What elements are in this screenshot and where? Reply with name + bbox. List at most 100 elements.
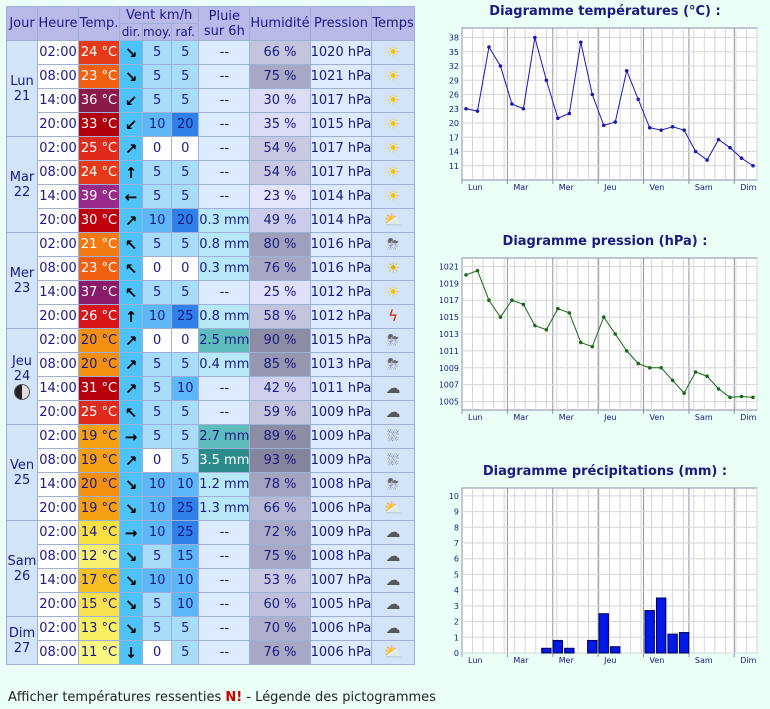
humidity-cell: 76 % — [249, 640, 311, 665]
data-point — [624, 68, 629, 73]
col-temp[interactable]: Temp. — [78, 6, 120, 41]
rain-cell: 0.3 mm — [198, 256, 251, 281]
col-pression[interactable]: Pression — [309, 6, 373, 41]
wind-gust-cell: 5 — [171, 352, 200, 377]
data-point — [659, 365, 663, 370]
y-tick-label: 29 — [449, 76, 459, 85]
wind-gust-cell: 20 — [171, 208, 200, 233]
y-tick-label: 2 — [454, 618, 459, 627]
table-row: 08:00 23 °C ↘ 5 5 -- 75 % 1021 hPa ☀ — [7, 64, 415, 89]
legend-link[interactable]: - Légende des pictogrammes — [242, 690, 436, 705]
pressure-cell: 1009 hPa — [309, 520, 373, 545]
table-row: 08:00 23 °C ↖ 0 0 0.3 mm 76 % 1016 hPa ☀ — [7, 256, 415, 281]
y-tick-label: 6 — [454, 555, 459, 564]
data-point — [624, 349, 629, 353]
data-point — [693, 149, 698, 154]
humidity-cell: 25 % — [249, 280, 311, 305]
x-tick-label: Sam — [695, 656, 713, 665]
col-jour[interactable]: Jour — [6, 6, 38, 41]
pressure-cell: 1016 hPa — [309, 256, 373, 281]
table-row: 20:00 33 °C ↙ 10 20 -- 35 % 1015 hPa ☀ — [7, 112, 415, 137]
rain-cell: -- — [198, 160, 251, 185]
pressure-cell: 1012 hPa — [309, 280, 373, 305]
table-row: Sam 26 02:00 14 °C → 10 25 -- 72 % 1009 hPa ☁ — [6, 520, 415, 617]
y-tick-label: 35 — [449, 48, 459, 57]
pressure-cell: 1006 hPa — [309, 496, 373, 521]
humidity-cell: 76 % — [249, 256, 311, 281]
wind-direction-icon: ↓ — [119, 640, 143, 665]
wind-gust-cell: 0 — [171, 328, 200, 353]
y-tick-label: 4 — [454, 586, 459, 595]
data-point — [544, 327, 549, 332]
cloud-icon: ☁ — [371, 520, 415, 545]
series-line — [465, 270, 754, 398]
wind-avg-cell: 10 — [141, 208, 173, 233]
temp-cell: 20 °C — [78, 472, 120, 497]
time-cell: 14:00 — [37, 280, 79, 305]
table-row: 08:00 12 °C ↘ 5 15 -- 75 % 1008 hPa ☁ — [7, 544, 415, 569]
y-tick-label: 9 — [454, 508, 459, 517]
y-tick-label: 10 — [449, 492, 459, 501]
data-point — [567, 111, 572, 116]
temp-cell: 21 °C — [78, 232, 120, 257]
sun-cloud-rain-icon: ⛅ — [371, 208, 415, 233]
pressure-cell: 1007 hPa — [309, 568, 373, 593]
wind-gust-cell: 20 — [171, 112, 200, 137]
x-tick-label: Mar — [513, 183, 529, 192]
pressure-chart-title: Diagramme pression (hPa) : — [502, 234, 708, 249]
wind-direction-icon: ↘ — [119, 544, 143, 569]
moon-phase-icon — [14, 383, 30, 400]
time-cell: 08:00 — [37, 256, 79, 281]
humidity-cell: 80 % — [249, 232, 311, 257]
col-temps[interactable]: Temps — [371, 6, 415, 41]
rain-bar — [610, 646, 621, 654]
day-cell: Mar 22 — [6, 136, 38, 233]
time-cell: 02:00 — [37, 616, 79, 641]
col-heure[interactable]: Heure — [37, 6, 79, 41]
rain-cell: -- — [198, 184, 251, 209]
wind-gust-cell: 5 — [171, 280, 200, 305]
temp-cell: 12 °C — [78, 544, 120, 569]
x-tick-label: Ven — [650, 183, 665, 192]
rain-cell: -- — [198, 40, 251, 65]
time-cell: 02:00 — [37, 40, 79, 65]
col-humidite[interactable]: Humidité — [249, 6, 311, 41]
x-tick-label: Mer — [559, 183, 575, 192]
table-row: 20:00 30 °C ↗ 10 20 0.3 mm 49 % 1014 hPa ⛅ — [7, 208, 415, 233]
temp-cell: 19 °C — [78, 424, 120, 449]
data-point — [670, 125, 675, 129]
humidity-cell: 70 % — [249, 616, 311, 641]
pressure-cell: 1021 hPa — [309, 64, 373, 89]
data-point — [498, 315, 503, 319]
rain-cell: -- — [198, 568, 251, 593]
col-vent[interactable]: Vent km/h — [118, 6, 200, 24]
rain-cell: -- — [198, 136, 251, 161]
col-pluie[interactable]: Pluie sur 6h — [198, 6, 251, 41]
wind-direction-icon: ↑ — [119, 304, 143, 329]
pressure-cell: 1009 hPa — [309, 448, 373, 473]
x-tick-label: Sam — [695, 183, 713, 192]
x-tick-label: Sam — [695, 413, 713, 422]
table-row: 14:00 31 °C ↗ 5 10 -- 42 % 1011 hPa ☁ — [7, 376, 415, 401]
data-point — [590, 92, 595, 97]
y-tick-label: 1019 — [440, 279, 459, 288]
wind-avg-cell: 5 — [141, 544, 173, 569]
temp-cell: 13 °C — [78, 616, 120, 641]
wind-avg-cell: 5 — [141, 616, 173, 641]
wind-avg-cell: 10 — [141, 304, 173, 329]
data-point — [533, 35, 537, 40]
feels-like-link[interactable]: Afficher températures ressenties — [8, 690, 226, 705]
humidity-cell: 54 % — [249, 160, 311, 185]
table-row: Lun 21 02:00 24 °C ↘ 5 5 -- 66 % 1020 hPa ☀ — [6, 40, 415, 137]
wind-gust-cell: 5 — [171, 88, 200, 113]
x-tick-label: Jeu — [603, 413, 616, 422]
rain-bar — [644, 610, 655, 654]
day-cell: Dim 27 — [6, 616, 38, 665]
col-moy: moy. — [141, 23, 173, 41]
col-raf: raf. — [171, 23, 200, 41]
table-row: 14:00 37 °C ↖ 5 5 -- 25 % 1012 hPa ☀ — [7, 280, 415, 305]
temperature-chart-svg: 11 14 17 20 23 26 29 32 35 38 Lun Mar Mer Jeu Ven Sam Di… — [449, 27, 758, 192]
rain-bar — [564, 647, 575, 654]
wind-gust-cell: 5 — [171, 400, 200, 425]
data-point — [739, 156, 744, 160]
